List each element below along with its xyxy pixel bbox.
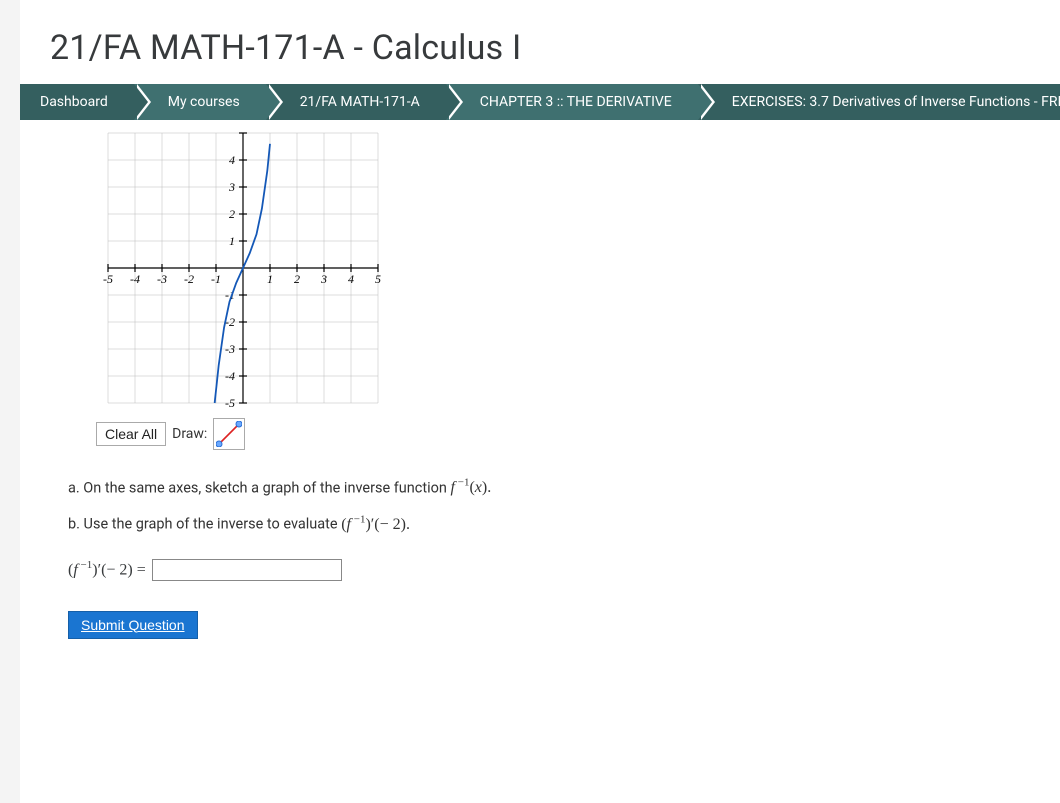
- coordinate-grid[interactable]: -5-4-3-2-112345-5-4-3-2-11234: [68, 132, 408, 412]
- breadcrumb-chapter[interactable]: CHAPTER 3 :: THE DERIVATIVE: [446, 84, 698, 120]
- svg-text:4: 4: [229, 153, 235, 167]
- svg-text:2: 2: [294, 272, 300, 286]
- svg-text:-4: -4: [130, 272, 140, 286]
- line-tool-icon: [216, 421, 242, 447]
- question-text: a. On the same axes, sketch a graph of t…: [68, 472, 1030, 541]
- breadcrumb: Dashboard My courses 21/FA MATH-171-A CH…: [20, 84, 1060, 120]
- svg-text:-2: -2: [184, 272, 194, 286]
- part-b: b. Use the graph of the inverse to evalu…: [68, 508, 1030, 540]
- math-f-inverse-prime-neg2: (f −1)′(− 2).: [341, 516, 410, 533]
- page-container: 21/FA MATH-171-A - Calculus I Dashboard …: [20, 0, 1060, 803]
- draw-line-tool-button[interactable]: [213, 418, 245, 450]
- part-a: a. On the same axes, sketch a graph of t…: [68, 472, 1030, 504]
- svg-text:2: 2: [229, 207, 235, 221]
- math-f-inverse-x: f −1(x).: [451, 479, 492, 496]
- svg-text:5: 5: [375, 272, 381, 286]
- svg-text:-3: -3: [225, 342, 235, 356]
- page-title: 21/FA MATH-171-A - Calculus I: [50, 28, 1030, 68]
- answer-input[interactable]: [152, 559, 342, 581]
- svg-text:3: 3: [320, 272, 327, 286]
- svg-text:1: 1: [229, 234, 235, 248]
- svg-text:-5: -5: [225, 396, 235, 410]
- svg-text:-4: -4: [225, 369, 235, 383]
- svg-text:-5: -5: [103, 272, 113, 286]
- draw-label: Draw:: [172, 426, 207, 442]
- breadcrumb-course[interactable]: 21/FA MATH-171-A: [266, 84, 446, 120]
- submit-question-button[interactable]: Submit Question: [68, 611, 198, 639]
- breadcrumb-mycourses[interactable]: My courses: [134, 84, 266, 120]
- breadcrumb-dashboard[interactable]: Dashboard: [20, 84, 134, 120]
- svg-text:-1: -1: [211, 272, 221, 286]
- svg-text:-3: -3: [157, 272, 167, 286]
- svg-text:3: 3: [228, 180, 235, 194]
- answer-row: (f −1)′(− 2) =: [68, 559, 1030, 581]
- graph-area[interactable]: -5-4-3-2-112345-5-4-3-2-11234: [68, 132, 408, 412]
- breadcrumb-exercise[interactable]: EXERCISES: 3.7 Derivatives of Inverse Fu…: [698, 84, 1060, 120]
- svg-text:1: 1: [267, 272, 273, 286]
- answer-lhs: (f −1)′(− 2) =: [68, 559, 146, 579]
- clear-all-button[interactable]: Clear All: [96, 422, 166, 446]
- svg-text:4: 4: [348, 272, 354, 286]
- draw-toolbar: Clear All Draw:: [96, 418, 1030, 450]
- question-content: -5-4-3-2-112345-5-4-3-2-11234 Clear All …: [50, 120, 1030, 639]
